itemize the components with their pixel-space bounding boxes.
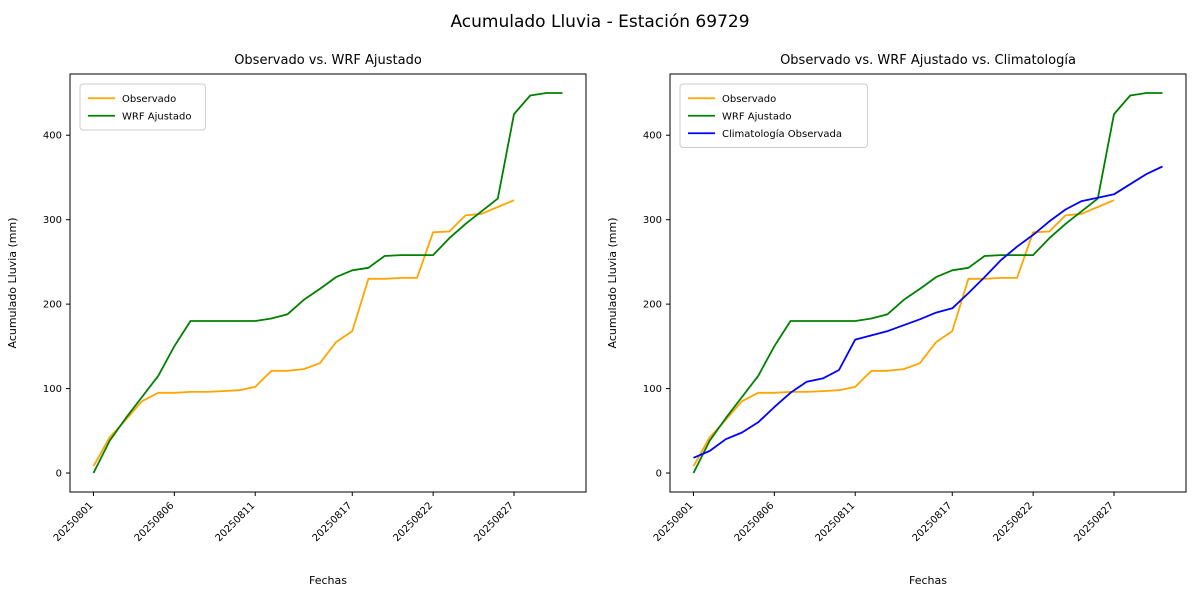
- x-tick-label: 20250801: [652, 500, 696, 544]
- y-tick-label: 0: [56, 469, 62, 480]
- x-tick-label: 20250822: [991, 500, 1035, 544]
- legend-box: [79, 83, 206, 131]
- x-axis-label: Fechas: [909, 574, 947, 587]
- subplot-title: Observado vs. WRF Ajustado vs. Climatolo…: [780, 53, 1076, 68]
- x-tick-label: 20250811: [214, 500, 258, 544]
- y-tick-label: 100: [43, 384, 62, 395]
- y-tick-label: 100: [643, 384, 662, 395]
- subplot-title: Observado vs. WRF Ajustado: [234, 53, 422, 68]
- series-line-observado: [692, 199, 1115, 467]
- x-tick-label: 20250806: [133, 500, 177, 544]
- y-tick-label: 300: [643, 215, 662, 226]
- y-axis-label: Acumulado Lluvia (mm): [6, 217, 19, 348]
- figure-title: Acumulado Lluvia - Estación 69729: [450, 12, 750, 32]
- x-tick-label: 20250817: [311, 500, 355, 544]
- legend-label-observado: Observado: [122, 94, 176, 105]
- y-tick-label: 200: [43, 300, 62, 311]
- x-tick-label: 20250806: [733, 500, 777, 544]
- legend-label-observado: Observado: [722, 94, 776, 105]
- x-tick-label: 20250827: [472, 500, 516, 544]
- legend-label-climatología-observada: Climatología Observada: [722, 128, 842, 140]
- x-tick-label: 20250811: [814, 500, 858, 544]
- x-tick-label: 20250801: [52, 500, 96, 544]
- x-tick-label: 20250822: [391, 500, 435, 544]
- y-tick-label: 400: [43, 131, 62, 142]
- series-line-wrf-ajustado: [92, 92, 563, 474]
- charts-row: Observado vs. WRF Ajustado 0 100 200 300 400 2…: [0, 44, 1200, 600]
- y-axis-label: Acumulado Lluvia (mm): [606, 217, 619, 348]
- x-axis-label: Fechas: [309, 574, 347, 587]
- plot-border: [69, 73, 587, 493]
- series-line-climatología-observada: [693, 165, 1163, 459]
- plot-border: [669, 73, 1187, 493]
- series-line-observado: [92, 199, 515, 467]
- y-tick-label: 300: [43, 215, 62, 226]
- left-chart: Observado vs. WRF Ajustado 0 100 200 300 400 2…: [6, 53, 587, 587]
- y-tick-label: 0: [656, 469, 662, 480]
- legend-label-wrf-ajustado: WRF Ajustado: [722, 111, 791, 122]
- y-tick-label: 400: [643, 131, 662, 142]
- y-tick-label: 200: [643, 300, 662, 311]
- series-line-wrf-ajustado: [692, 92, 1163, 474]
- right-chart: Observado vs. WRF Ajustado vs. Climatolo…: [606, 53, 1187, 587]
- legend-label-wrf-ajustado: WRF Ajustado: [122, 111, 191, 122]
- x-tick-label: 20250817: [911, 500, 955, 544]
- legend-box: [679, 83, 868, 148]
- x-tick-label: 20250827: [1072, 500, 1116, 544]
